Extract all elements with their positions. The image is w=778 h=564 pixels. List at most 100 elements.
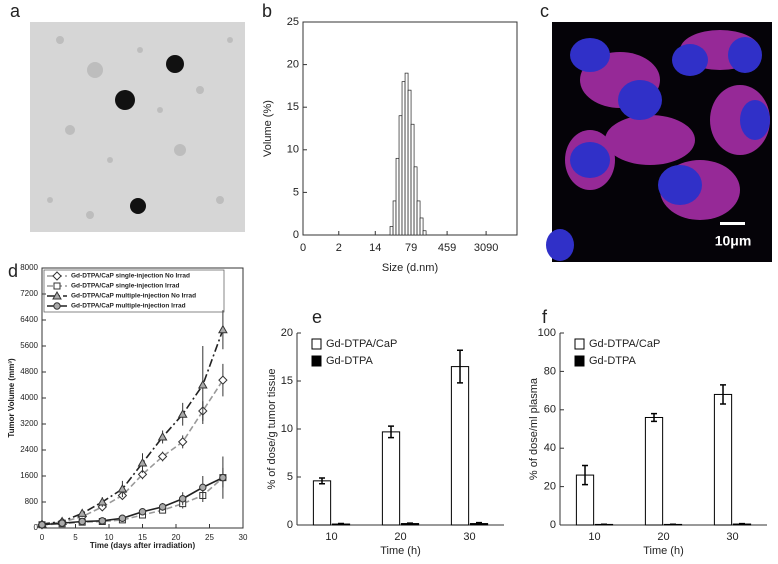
x-tick-label: 2 <box>336 242 342 254</box>
legend-label: Gd-DTPA/CaP single-injection Irrad <box>71 283 179 290</box>
y-tick-label: 3200 <box>20 419 38 428</box>
x-tick-label: 5 <box>73 533 78 542</box>
panel-label: c <box>540 1 549 21</box>
y-tick-label: 4000 <box>20 393 38 402</box>
y-axis-label: % of dose/ml plasma <box>528 377 540 480</box>
x-axis-label: Time (h) <box>643 545 684 557</box>
y-tick-label: 5600 <box>20 341 38 350</box>
legend-swatch <box>312 339 321 349</box>
bar <box>390 226 393 235</box>
x-tick-label: 30 <box>463 531 475 543</box>
legend-label: Gd-DTPA/CaP <box>326 338 397 350</box>
y-tick-label: 2400 <box>20 445 38 454</box>
y-tick-label: 800 <box>25 497 39 506</box>
scale-bar-label: 10μm <box>715 233 752 249</box>
marker <box>220 474 226 480</box>
legend-marker <box>53 272 61 280</box>
bar <box>645 417 662 525</box>
x-axis-label: Size (d.nm) <box>382 262 438 274</box>
y-tick-label: 7200 <box>20 289 38 298</box>
x-tick-label: 3090 <box>474 242 498 254</box>
error-bar <box>338 524 344 525</box>
panel-label: a <box>10 1 21 21</box>
bar <box>408 90 411 235</box>
bar <box>405 73 408 235</box>
y-tick-label: 80 <box>544 365 556 377</box>
y-tick-label: 20 <box>544 481 556 493</box>
legend-label: Gd-DTPA/CaP multiple-injection Irrad <box>71 303 186 310</box>
marker <box>99 518 105 524</box>
bar <box>402 82 405 235</box>
marker <box>39 522 45 528</box>
bar <box>313 481 330 525</box>
bar <box>451 367 468 525</box>
marker <box>219 326 227 333</box>
bar <box>714 394 731 525</box>
marker <box>139 509 145 515</box>
marker <box>119 515 125 521</box>
x-axis-label: Time (h) <box>380 545 421 557</box>
y-tick-label: 5 <box>287 471 293 483</box>
marker <box>59 520 65 526</box>
marker <box>219 376 227 384</box>
marker <box>139 459 147 466</box>
series-line <box>42 330 223 524</box>
x-tick-label: 0 <box>40 533 45 542</box>
y-tick-label: 40 <box>544 442 556 454</box>
marker <box>159 433 167 440</box>
legend-label: Gd-DTPA <box>326 355 374 367</box>
panel-label: b <box>262 1 272 21</box>
y-tick-label: 0 <box>293 229 299 241</box>
x-tick-label: 25 <box>205 533 214 542</box>
legend-marker <box>54 303 60 309</box>
legend-label: Gd-DTPA/CaP multiple-injection No Irrad <box>71 293 196 300</box>
marker <box>199 381 207 388</box>
bar <box>396 158 399 235</box>
legend-label: Gd-DTPA/CaP <box>589 338 660 350</box>
x-tick-label: 30 <box>239 533 248 542</box>
bar <box>411 124 414 235</box>
marker <box>78 509 86 516</box>
series-line <box>42 380 223 525</box>
legend-swatch <box>312 356 321 366</box>
error-bar <box>407 523 413 524</box>
y-axis-label: % of dose/g tumor tissue <box>266 368 278 489</box>
bar <box>399 116 402 235</box>
y-tick-label: 10 <box>281 423 293 435</box>
x-tick-label: 459 <box>438 242 456 254</box>
y-tick-label: 1600 <box>20 471 38 480</box>
marker <box>180 496 186 502</box>
bar <box>420 218 423 235</box>
particle <box>115 90 135 110</box>
x-tick-label: 20 <box>394 531 406 543</box>
tem-image: a <box>10 1 245 232</box>
y-tick-label: 100 <box>538 327 556 339</box>
panel-label: d <box>8 261 18 281</box>
x-tick-label: 14 <box>369 242 381 254</box>
marker <box>179 410 187 417</box>
x-tick-label: 10 <box>588 531 600 543</box>
legend-swatch <box>575 339 584 349</box>
legend-label: Gd-DTPA <box>589 355 637 367</box>
x-tick-label: 10 <box>325 531 337 543</box>
y-axis-label: Volume (%) <box>262 100 274 157</box>
bar <box>423 231 426 235</box>
y-tick-label: 8000 <box>20 263 38 272</box>
y-tick-label: 20 <box>287 59 299 71</box>
marker <box>79 518 85 524</box>
bar <box>414 167 417 235</box>
legend-label: Gd-DTPA/CaP single-injection No Irrad <box>71 273 190 280</box>
legend-swatch <box>575 356 584 366</box>
marker <box>118 485 126 492</box>
marker <box>200 484 206 490</box>
y-tick-label: 25 <box>287 16 299 28</box>
scale-bar <box>720 222 745 225</box>
y-tick-label: 20 <box>281 327 293 339</box>
bar <box>382 432 399 525</box>
x-axis-label: Time (days after irradiation) <box>90 541 196 550</box>
y-tick-label: 15 <box>287 101 299 113</box>
panel-label: e <box>312 307 322 327</box>
y-tick-label: 15 <box>281 375 293 387</box>
y-tick-label: 4800 <box>20 367 38 376</box>
